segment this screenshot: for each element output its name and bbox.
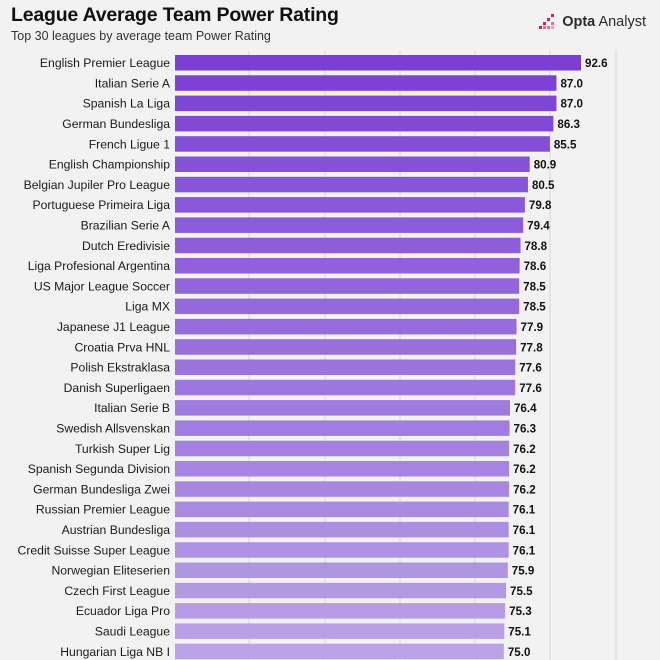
value-label: 87.0 [560,77,583,90]
value-label: 78.6 [524,260,547,273]
category-label: Japanese J1 League [57,320,170,334]
value-label: 78.8 [524,240,547,253]
bar [175,481,510,497]
brand-name-light: Analyst [595,14,646,30]
category-label: Italian Serie B [94,401,170,415]
category-label: Czech First League [64,584,170,598]
value-label: 76.1 [513,544,536,557]
chart-title: League Average Team Power Rating [11,4,339,26]
category-label: Ecuador Liga Pro [76,604,170,618]
bar [175,440,510,457]
bar [175,258,520,274]
opta-logo-icon [539,14,555,29]
bar [175,542,509,558]
value-label: 75.5 [510,585,533,598]
value-label: 75.9 [512,565,535,578]
bar [175,379,516,396]
bar [175,156,530,172]
value-label: 78.5 [523,301,546,314]
value-label: 92.6 [585,57,608,70]
value-label: 80.9 [534,159,557,172]
value-label: 76.2 [513,463,536,476]
bar [175,420,510,436]
bar [175,217,524,233]
value-label: 76.4 [514,402,537,415]
category-label: Liga Profesional Argentina [28,259,171,273]
brand-name: Opta Analyst [562,14,646,30]
value-label: 77.6 [519,382,542,395]
bar [175,176,528,193]
category-label: English Premier League [40,56,170,70]
bar [175,603,506,619]
value-label: 76.1 [513,504,536,517]
bar [175,55,581,71]
category-label: Polish Ekstraklasa [70,361,170,375]
bar [175,400,510,416]
opta-analyst-logo: Opta Analyst [538,12,646,32]
category-label: German Bundesliga [62,117,170,131]
chart-subtitle: Top 30 leagues by average team Power Rat… [11,29,271,43]
value-label: 85.5 [554,138,577,151]
brand-name-bold: Opta [562,14,596,30]
value-label: 77.9 [521,321,544,334]
bar [175,197,525,213]
bar [175,582,507,599]
category-label: Spanish La Liga [83,97,171,111]
value-label: 75.3 [509,605,532,618]
category-label: Portuguese Primeira Liga [32,198,170,212]
value-label: 87.0 [560,98,583,111]
category-label: Russian Premier League [36,503,170,517]
category-label: Dutch Eredivisie [82,239,170,253]
category-label: German Bundesliga Zwei [33,482,170,496]
bar [175,237,521,254]
category-label: French Ligue 1 [89,137,171,151]
category-label: Croatia Prva HNL [74,340,170,354]
value-label: 78.5 [523,280,546,293]
value-label: 80.5 [532,179,555,192]
category-label: Spanish Segunda Division [28,462,170,476]
bar [175,318,517,335]
category-label: Saudi League [95,624,170,638]
bar [175,501,509,518]
category-label: Liga MX [125,300,170,314]
bar [175,298,520,315]
value-label: 76.3 [514,422,537,435]
value-label: 77.6 [519,362,542,375]
bar [175,75,557,91]
value-label: 79.8 [529,199,552,212]
value-label: 76.1 [513,524,536,537]
bar [175,115,554,132]
category-label: US Major League Soccer [34,279,170,293]
category-label: English Championship [49,158,170,172]
value-label: 86.3 [557,118,580,131]
category-label: Norwegian Eliteserien [51,564,170,578]
category-label: Turkish Super Lig [75,442,170,456]
category-label: Italian Serie A [95,76,171,90]
category-label: Belgian Jupiler Pro League [24,178,171,192]
bar [175,623,505,639]
value-label: 77.8 [520,341,543,354]
bar [175,95,557,112]
bar [175,136,550,152]
category-label: Austrian Bundesliga [62,523,171,537]
bar [175,339,517,355]
bar [175,643,504,660]
category-label: Credit Suisse Super League [18,543,171,557]
value-label: 76.2 [513,443,536,456]
value-label: 75.0 [508,646,531,659]
category-label: Danish Superligaen [64,381,170,395]
bar [175,521,509,538]
value-label: 76.2 [513,483,536,496]
bar [175,562,508,578]
bar [175,278,520,294]
value-label: 79.4 [527,219,550,232]
value-label: 75.1 [508,625,531,638]
bar [175,461,510,477]
category-label: Hungarian Liga NB I [60,645,170,659]
category-label: Brazilian Serie A [81,218,171,232]
bar [175,359,516,375]
category-label: Swedish Allsvenskan [56,421,170,435]
